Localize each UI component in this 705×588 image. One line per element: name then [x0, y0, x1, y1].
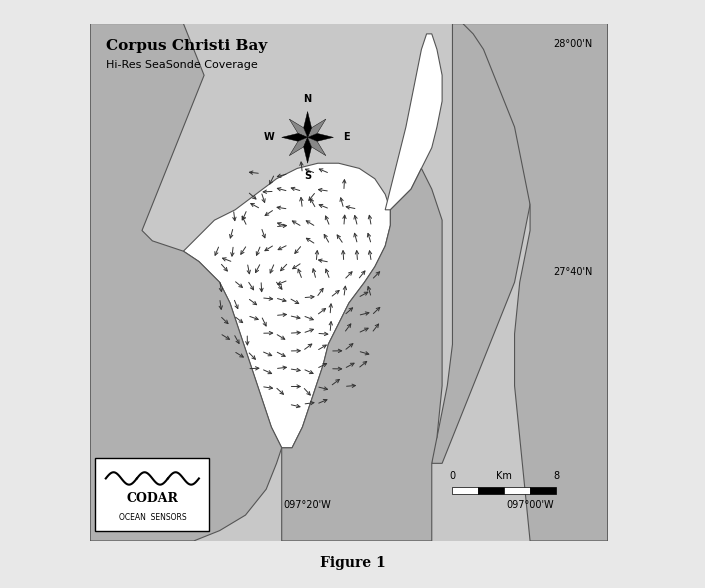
Polygon shape: [282, 168, 442, 541]
Polygon shape: [453, 24, 608, 541]
Text: 097°00'W: 097°00'W: [506, 500, 554, 510]
Text: S: S: [304, 171, 311, 181]
Polygon shape: [307, 119, 326, 138]
Text: 27°40'N: 27°40'N: [553, 267, 592, 277]
Bar: [504, 487, 530, 495]
Text: N: N: [304, 93, 312, 103]
Polygon shape: [304, 112, 312, 138]
Text: Corpus Christi Bay: Corpus Christi Bay: [106, 39, 267, 53]
Polygon shape: [289, 119, 307, 138]
Text: Figure 1: Figure 1: [319, 556, 386, 570]
Polygon shape: [431, 24, 530, 463]
Text: W: W: [264, 132, 274, 142]
Text: Km: Km: [496, 472, 512, 482]
Polygon shape: [304, 138, 312, 163]
Text: 0: 0: [449, 472, 455, 482]
Polygon shape: [307, 138, 326, 156]
Polygon shape: [183, 163, 391, 448]
Text: Hi-Res SeaSonde Coverage: Hi-Res SeaSonde Coverage: [106, 60, 257, 70]
Polygon shape: [385, 34, 442, 210]
Text: CODAR: CODAR: [126, 492, 178, 505]
Text: 097°20'W: 097°20'W: [283, 500, 331, 510]
Bar: [453, 487, 478, 495]
Polygon shape: [90, 24, 282, 541]
Text: OCEAN  SENSORS: OCEAN SENSORS: [118, 513, 186, 522]
Text: 28°00'N: 28°00'N: [553, 39, 592, 49]
Bar: [478, 487, 504, 495]
FancyBboxPatch shape: [95, 458, 209, 530]
Bar: [530, 487, 556, 495]
Polygon shape: [307, 133, 333, 141]
Polygon shape: [282, 133, 307, 141]
Polygon shape: [289, 138, 307, 156]
Text: E: E: [343, 132, 350, 142]
Text: 8: 8: [553, 472, 559, 482]
